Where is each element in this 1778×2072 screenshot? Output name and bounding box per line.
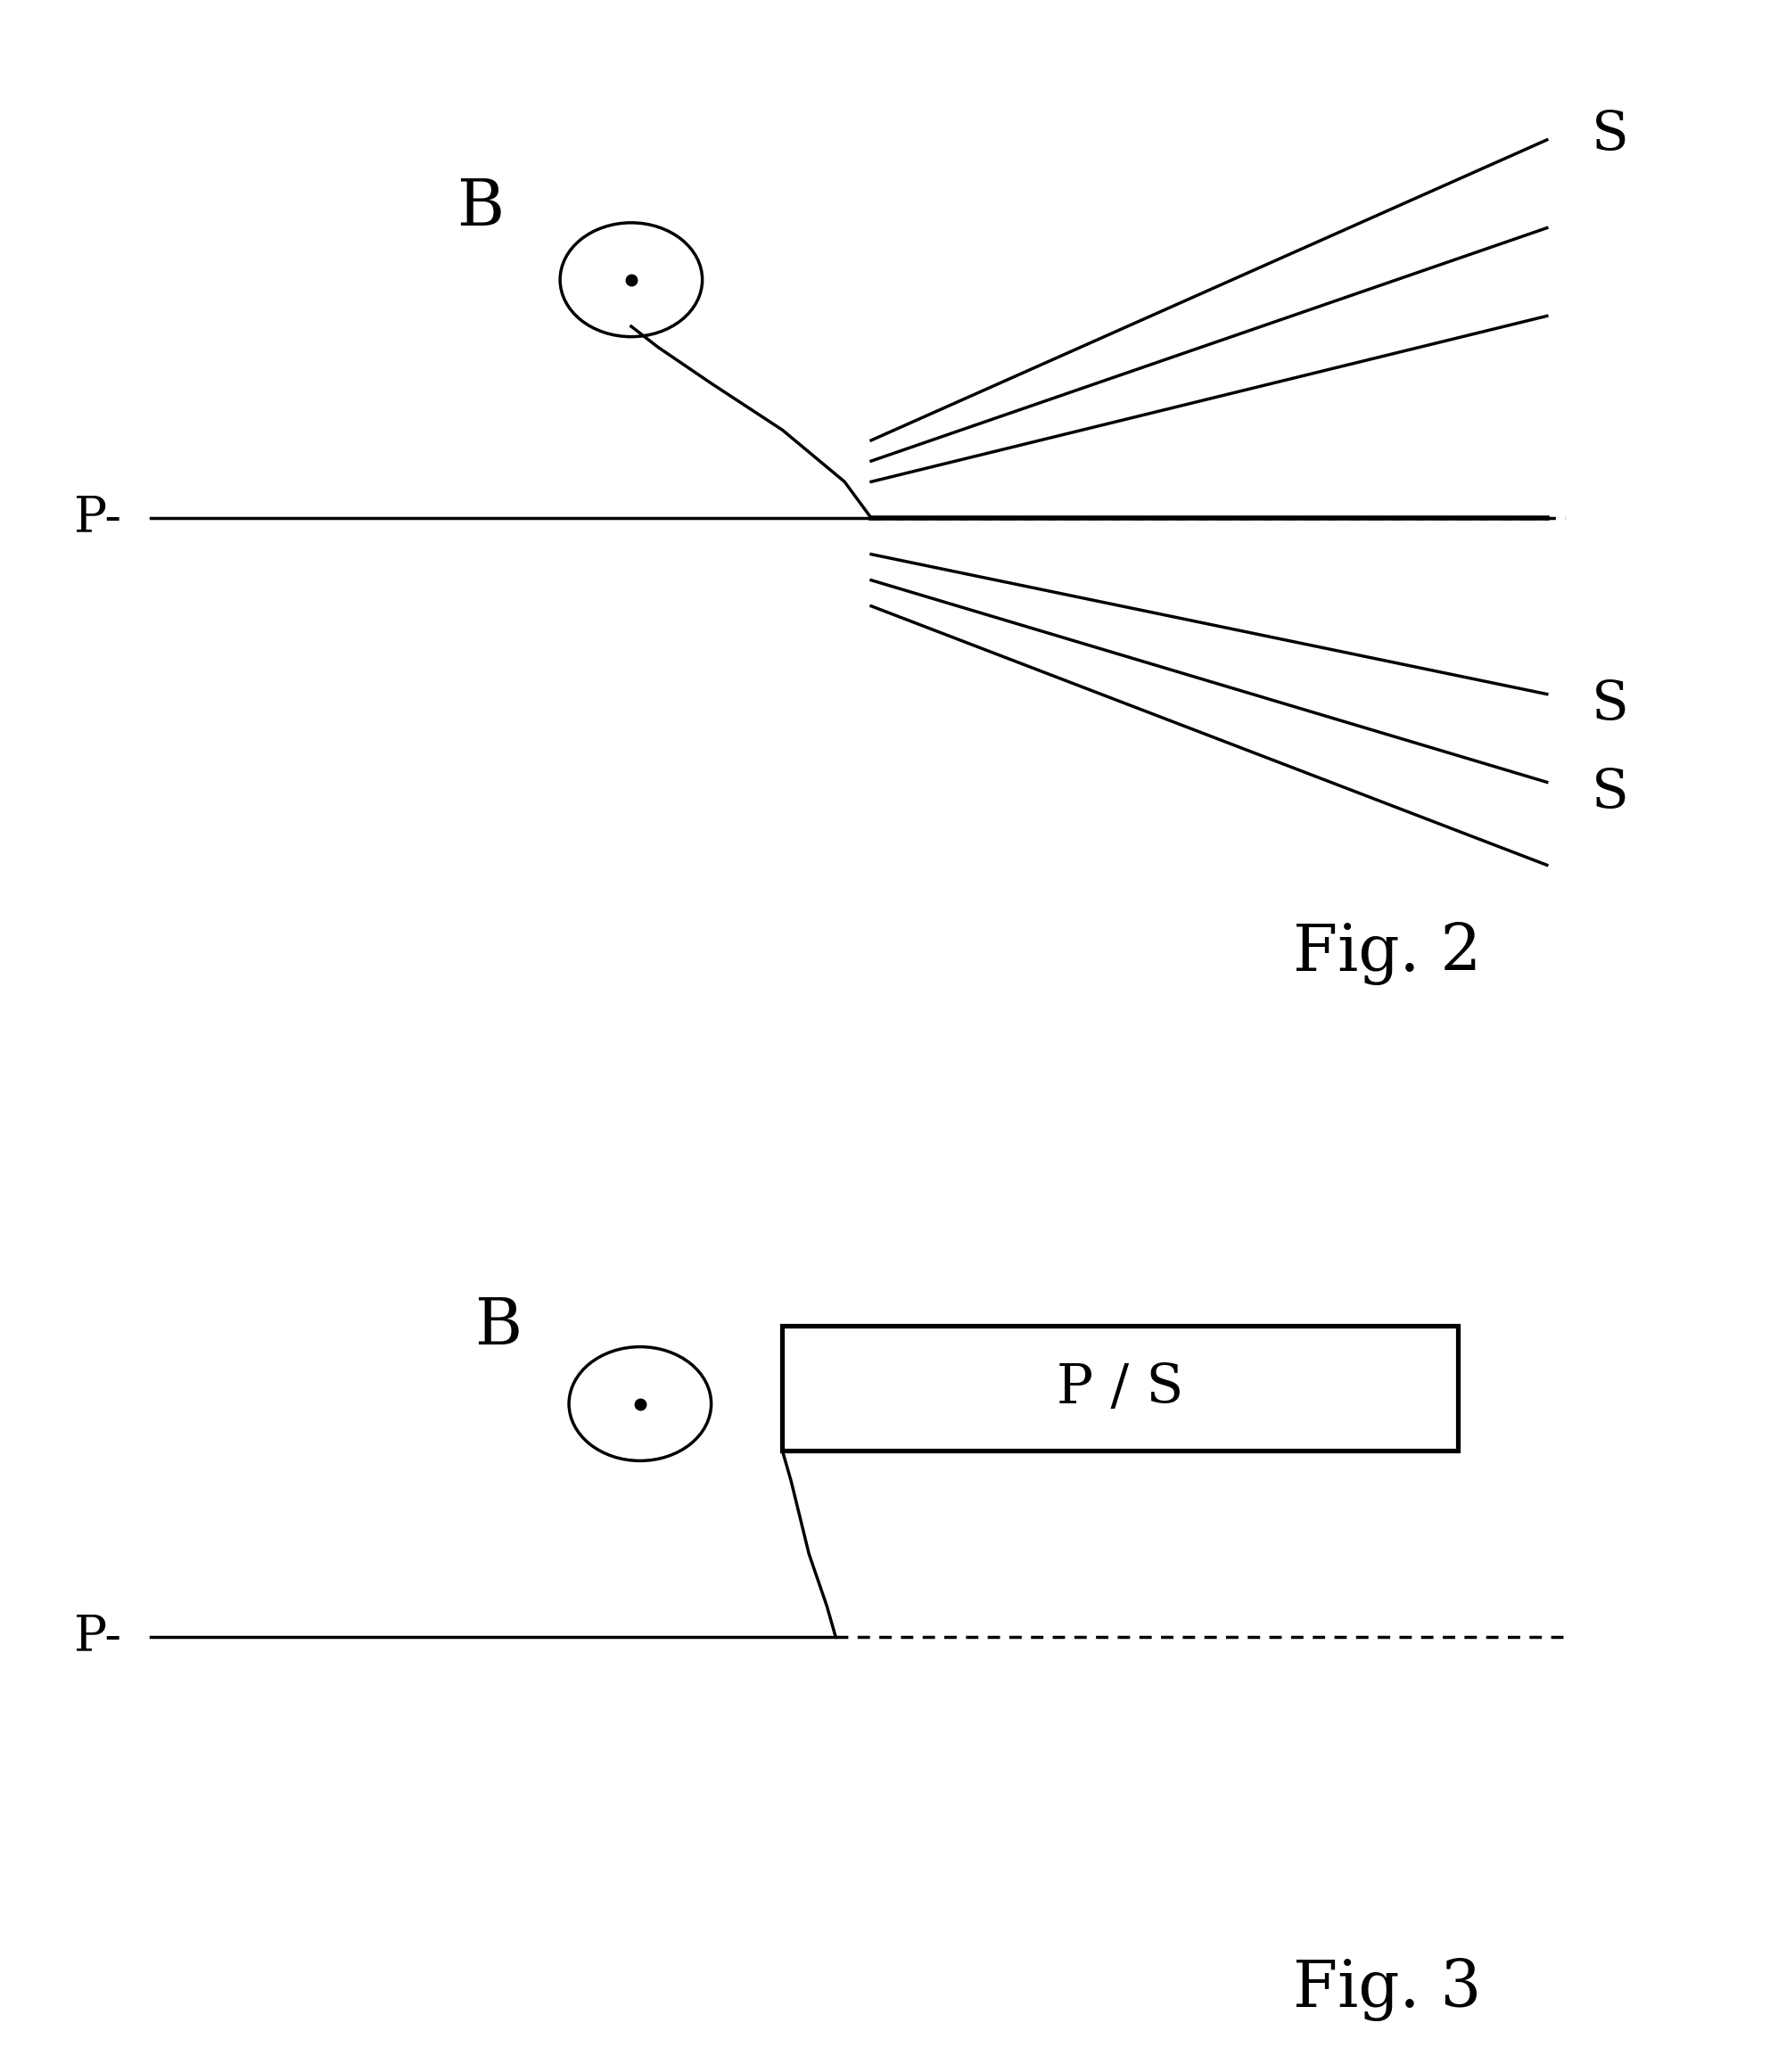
Text: Fig. 3: Fig. 3 — [1293, 1958, 1481, 2020]
Text: P-: P- — [75, 1612, 121, 1662]
Text: Fig. 2: Fig. 2 — [1293, 922, 1481, 984]
Text: P-: P- — [75, 493, 121, 543]
Text: S: S — [1591, 108, 1629, 162]
Text: B: B — [457, 176, 503, 238]
Text: S: S — [1591, 678, 1629, 731]
Bar — [782, 1326, 1458, 1450]
Text: P / S: P / S — [1056, 1361, 1184, 1415]
Text: S: S — [1591, 767, 1629, 818]
Text: B: B — [475, 1295, 521, 1357]
